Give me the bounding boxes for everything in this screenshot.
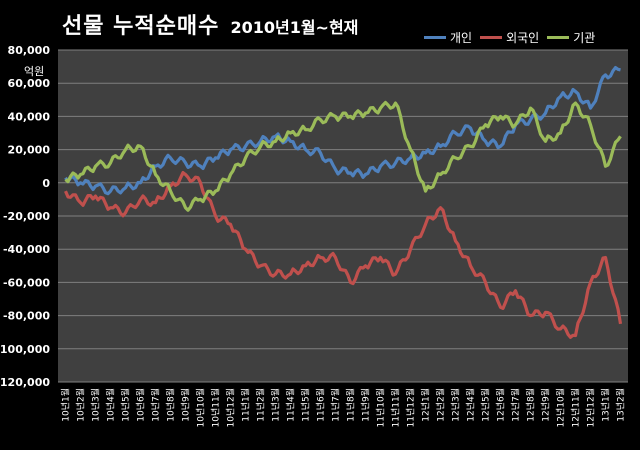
legend-label: 개인: [450, 31, 473, 45]
x-tick-label: 10년11월: [210, 388, 222, 427]
series-line-개인: [64, 66, 621, 196]
x-tick-label: 11년9월: [360, 388, 372, 422]
legend-swatch: [424, 36, 446, 39]
x-tick-label: 12년6월: [495, 388, 507, 422]
x-tick-label: 12년10월: [555, 388, 567, 427]
x-axis-ticks: 10년1월 10년2월 10년3월 10년4월 10년5월 10년6월 10년7월 10년8월…: [60, 388, 627, 427]
x-tick-label: 10년12월: [225, 388, 237, 427]
x-tick-label: 12년8월: [525, 388, 537, 422]
chart-subtitle: 2010년1월~현재: [230, 18, 359, 37]
y-tick-label: 80,000: [8, 44, 51, 57]
x-tick-label: 10년6월: [135, 388, 147, 422]
x-tick-label: 10년9월: [180, 388, 192, 422]
x-tick-label: 12년4월: [465, 388, 477, 422]
x-tick-label: 10년10월: [195, 388, 207, 427]
y-tick-label: -20,000: [3, 210, 50, 223]
series-line-외국인: [64, 171, 623, 339]
series-line-기관: [64, 100, 622, 212]
x-tick-label: 12년7월: [510, 388, 522, 422]
y-tick-label: -40,000: [3, 243, 50, 256]
x-tick-label: 10년2월: [75, 388, 87, 422]
x-tick-label: 10년8월: [165, 388, 177, 422]
x-tick-label: 12년9월: [540, 388, 552, 422]
y-tick-label: 0: [42, 177, 50, 190]
y-tick-label: -120,000: [0, 376, 50, 389]
y-axis-ticks: 80,000 60,000 40,000 20,000 0 -20,000 -40,000 -…: [0, 44, 50, 389]
x-tick-label: 11년8월: [345, 388, 357, 422]
x-tick-label: 12년12월: [585, 388, 597, 427]
x-tick-label: 11년3월: [270, 388, 282, 422]
x-tick-label: 12년1월: [420, 388, 432, 422]
x-tick-label: 11년7월: [330, 388, 342, 422]
chart-title: 선물 누적순매수 2010년1월~현재: [62, 8, 358, 40]
x-tick-label: 10년1월: [60, 388, 72, 422]
x-tick-label: 11년2월: [255, 388, 267, 422]
x-tick-label: 11년5월: [300, 388, 312, 422]
chart-title-main: 선물 누적순매수: [62, 14, 220, 39]
x-tick-label: 10년4월: [105, 388, 117, 422]
legend-item-기관: 기관: [547, 29, 595, 46]
x-tick-label: 11년1월: [240, 388, 252, 422]
series-lines: [64, 66, 623, 339]
x-tick-label: 13년1월: [600, 388, 612, 422]
legend-label: 기관: [573, 31, 596, 45]
legend-label: 외국인: [506, 31, 540, 45]
x-tick-label: 12년11월: [570, 388, 582, 427]
x-tick-label: 12년2월: [435, 388, 447, 422]
x-tick-label: 11년12월: [405, 388, 417, 427]
y-tick-label: 20,000: [8, 144, 51, 157]
x-tick-label: 11년10월: [375, 388, 387, 427]
x-tick-label: 10년3월: [90, 388, 102, 422]
x-tick-label: 10년5월: [120, 388, 132, 422]
y-axis-unit-label: 억원: [24, 65, 45, 78]
y-tick-label: -80,000: [3, 310, 50, 323]
y-tick-label: -100,000: [0, 343, 50, 356]
x-tick-label: 12년5월: [480, 388, 492, 422]
x-tick-label: 11년6월: [315, 388, 327, 422]
y-tick-label: 40,000: [8, 110, 51, 123]
legend-swatch: [547, 36, 570, 39]
legend-item-개인: 개인: [424, 29, 472, 46]
x-tick-label: 13년2월: [615, 388, 627, 422]
x-tick-label: 11년11월: [390, 388, 402, 427]
y-tick-label: -60,000: [3, 276, 50, 289]
x-tick-label: 11년4월: [285, 388, 297, 422]
chart-legend: 개인 외국인 기관: [424, 28, 603, 46]
x-tick-label: 12년3월: [450, 388, 462, 422]
y-tick-label: 60,000: [8, 77, 51, 90]
legend-item-외국인: 외국인: [480, 29, 539, 46]
x-tick-label: 10년7월: [150, 388, 162, 422]
legend-swatch: [480, 36, 503, 39]
